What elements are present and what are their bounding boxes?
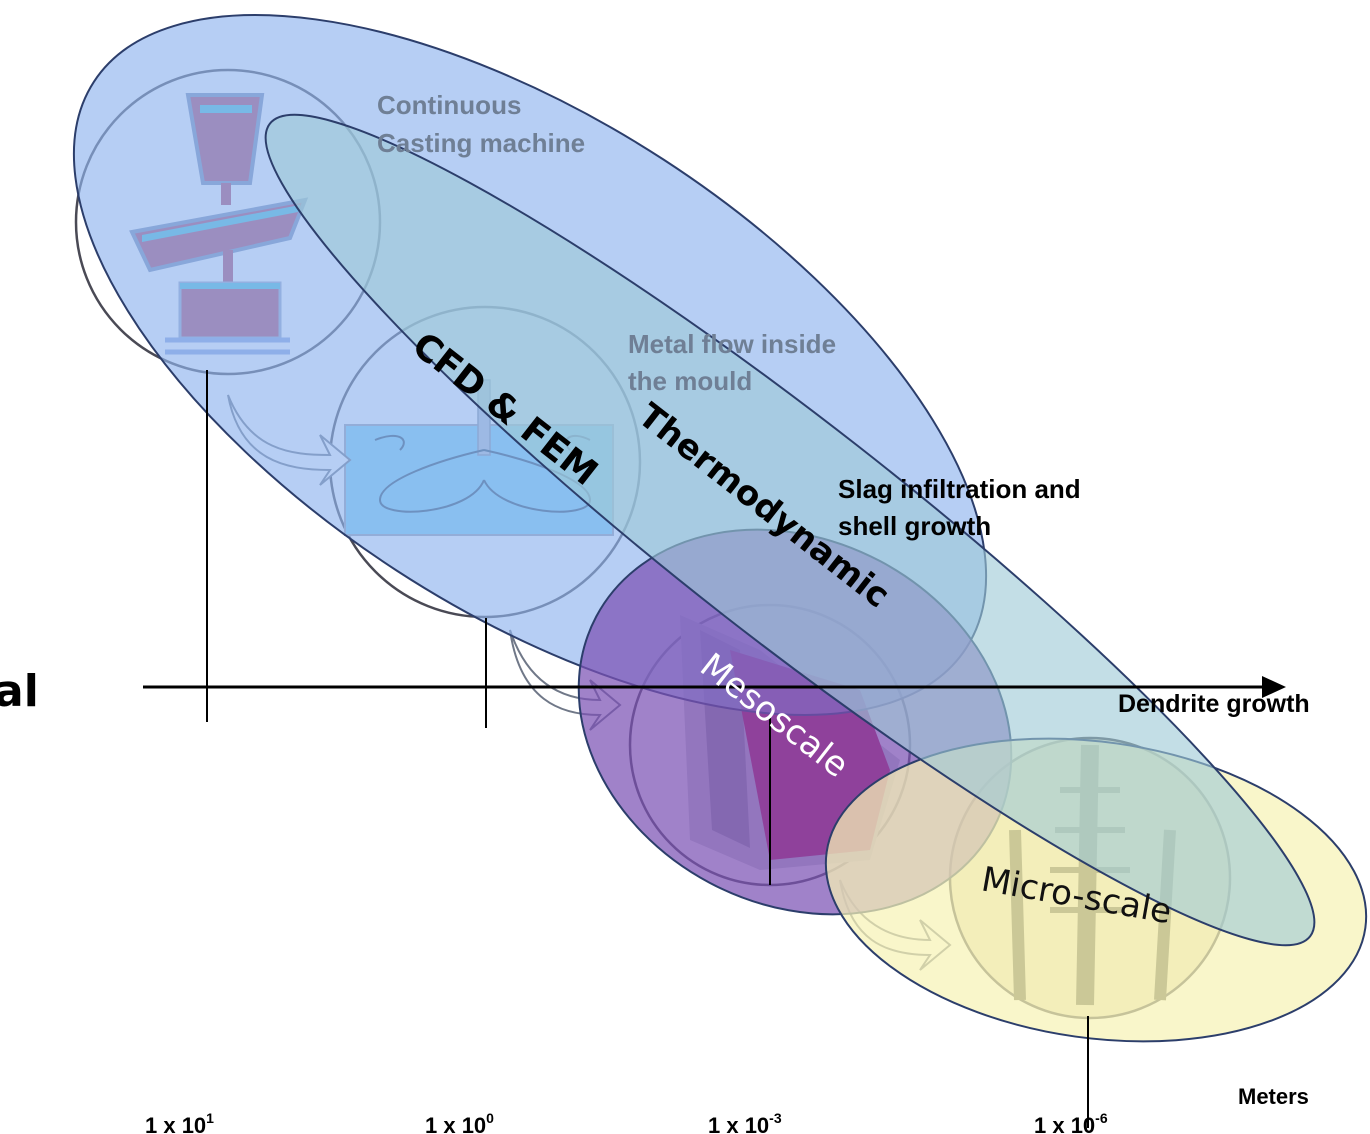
- x-axis: [143, 676, 1286, 698]
- axis-unit-label: Meters: [1238, 1084, 1309, 1109]
- thermodynamic-region: [264, 113, 1316, 947]
- label-slag: Slag infiltration and: [838, 474, 1081, 504]
- axis-tick-label: 1 x 101: [145, 1110, 214, 1134]
- label-mould: the mould: [628, 366, 752, 396]
- label-left-partial: al: [0, 666, 39, 717]
- axis-tick-label: 1 x 100: [425, 1110, 494, 1134]
- label-dendrite: Dendrite growth: [1118, 690, 1310, 718]
- label-shell: shell growth: [838, 511, 991, 541]
- axis-tick-label: 1 x 10-6: [1034, 1110, 1108, 1134]
- scale-lines: [206, 370, 1089, 1128]
- axis-tick-label: 1 x 10-3: [708, 1110, 782, 1134]
- label-casting-machine: Casting machine: [377, 128, 585, 158]
- label-continuous: Continuous: [377, 90, 521, 120]
- label-metal-flow: Metal flow inside: [628, 329, 836, 359]
